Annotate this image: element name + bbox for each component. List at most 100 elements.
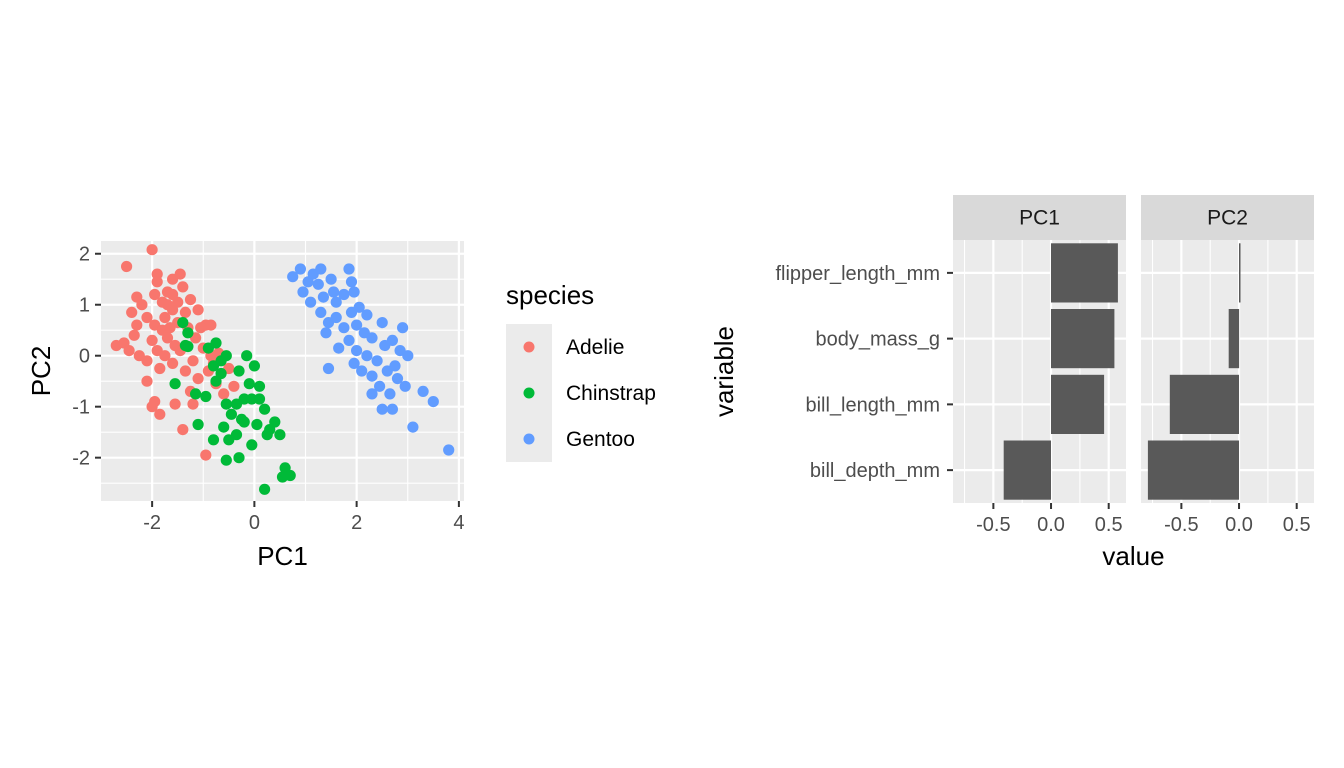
scatter-point-adelie (228, 380, 240, 392)
scatter-point-gentoo (417, 385, 429, 397)
scatter-x-tick-label: -2 (143, 512, 161, 534)
scatter-chart: -2 0 2 4 -2 -1 0 1 2 PC1 PC2 (26, 241, 464, 571)
loadings-y-axis-title: variable (709, 326, 739, 417)
scatter-y-tick-label: 1 (79, 295, 90, 317)
scatter-point-adelie (195, 322, 207, 334)
scatter-point-adelie (141, 375, 153, 387)
scatter-point-gentoo (305, 296, 317, 308)
scatter-point-gentoo (328, 286, 340, 298)
scatter-y-axis-title: PC2 (26, 346, 56, 397)
scatter-point-chinstrap (253, 380, 266, 392)
scatter-point-gentoo (374, 380, 386, 392)
loading-bar-pc1-bill_length_mm (1051, 374, 1105, 434)
scatter-point-adelie (151, 276, 163, 288)
facet-x-tick-label: -0.5 (1164, 514, 1198, 536)
legend: species Adelie Chinstrap Gentoo (506, 280, 656, 462)
scatter-point-gentoo (302, 276, 314, 288)
scatter-point-gentoo (294, 263, 306, 275)
scatter-point-gentoo (330, 311, 342, 324)
scatter-point-adelie (177, 281, 189, 293)
facet-x-tick-label: 0.0 (1225, 514, 1253, 536)
scatter-point-chinstrap (274, 429, 286, 441)
scatter-point-adelie (161, 299, 174, 311)
facet-strip-label: PC1 (1019, 207, 1060, 230)
scatter-point-gentoo (376, 317, 388, 329)
scatter-point-adelie (121, 260, 133, 273)
scatter-point-adelie (187, 398, 199, 410)
scatter-axes: -2 0 2 4 -2 -1 0 1 2 (72, 244, 464, 534)
scatter-point-chinstrap (246, 393, 258, 405)
scatter-point-gentoo (338, 322, 350, 334)
scatter-point-chinstrap (259, 483, 271, 495)
scatter-point-chinstrap (246, 439, 258, 451)
scatter-point-chinstrap (253, 393, 266, 405)
scatter-point-adelie (136, 299, 148, 311)
scatter-point-adelie (164, 322, 176, 334)
scatter-point-adelie (146, 334, 158, 346)
scatter-point-adelie (174, 268, 186, 280)
loadings-y-axis: flipper_length_mm body_mass_g bill_length_… (775, 263, 953, 482)
scatter-point-adelie (149, 288, 161, 301)
scatter-point-gentoo (315, 306, 327, 318)
legend-key-chinstrap (523, 387, 535, 399)
facet-x-tick-label: 0.0 (1037, 514, 1065, 536)
loading-bar-pc2-bill_depth_mm (1147, 440, 1239, 500)
scatter-point-adelie (192, 373, 204, 385)
scatter-point-gentoo (366, 332, 378, 344)
facet-pc1: PC1 -0.5 0.0 0.5 (953, 195, 1126, 536)
scatter-point-gentoo (384, 388, 396, 400)
scatter-point-adelie (141, 311, 153, 324)
loading-bar-pc1-body_mass_g (1051, 309, 1115, 369)
scatter-point-gentoo (427, 396, 439, 408)
scatter-point-chinstrap (218, 421, 230, 433)
scatter-point-gentoo (312, 278, 324, 290)
loading-bar-pc2-flipper_length_mm (1239, 243, 1241, 303)
scatter-point-adelie (167, 288, 179, 301)
scatter-point-chinstrap (207, 434, 220, 446)
scatter-point-chinstrap (220, 398, 232, 410)
scatter-point-adelie (177, 424, 189, 436)
scatter-x-tick-label: 4 (453, 512, 464, 534)
scatter-point-chinstrap (215, 355, 227, 367)
scatter-point-chinstrap (210, 337, 222, 349)
scatter-point-chinstrap (233, 365, 245, 377)
scatter-point-adelie (154, 362, 166, 375)
scatter-point-adelie (161, 332, 174, 344)
facet-strip-label: PC2 (1207, 207, 1248, 230)
scatter-point-adelie (133, 350, 145, 362)
scatter-point-gentoo (351, 345, 363, 357)
scatter-points (110, 244, 455, 495)
scatter-point-gentoo (399, 380, 411, 392)
scatter-point-gentoo (343, 334, 355, 346)
scatter-point-gentoo (386, 403, 398, 415)
scatter-point-gentoo (386, 334, 398, 346)
loadings-y-tick-label: bill_length_mm (805, 394, 940, 416)
scatter-point-adelie (159, 350, 171, 362)
scatter-point-adelie (179, 365, 191, 377)
scatter-x-tick-label: 0 (249, 512, 260, 534)
scatter-point-gentoo (320, 327, 332, 339)
scatter-point-gentoo (345, 276, 358, 288)
facet-pc2: PC2 -0.5 0.0 0.5 (1141, 195, 1314, 536)
scatter-point-gentoo (343, 263, 355, 275)
scatter-point-adelie (126, 306, 138, 318)
scatter-point-gentoo (348, 286, 360, 298)
scatter-point-chinstrap (243, 378, 255, 390)
loadings-y-tick-label: body_mass_g (815, 329, 940, 351)
facet-x-tick-label: 0.5 (1283, 514, 1311, 536)
scatter-point-chinstrap (220, 454, 232, 466)
scatter-point-adelie (159, 311, 171, 324)
scatter-point-gentoo (397, 322, 409, 334)
scatter-point-gentoo (376, 403, 388, 415)
loading-bar-pc2-bill_length_mm (1169, 374, 1239, 434)
scatter-point-chinstrap (210, 375, 222, 387)
scatter-point-gentoo (391, 373, 404, 385)
scatter-point-gentoo (356, 365, 368, 377)
legend-key-gentoo (523, 433, 535, 445)
legend-label-gentoo: Gentoo (566, 428, 635, 451)
scatter-point-adelie (187, 355, 199, 367)
scatter-point-adelie (146, 401, 158, 413)
scatter-point-adelie (131, 319, 143, 331)
legend-label-adelie: Adelie (566, 336, 624, 359)
scatter-point-chinstrap (276, 471, 289, 483)
